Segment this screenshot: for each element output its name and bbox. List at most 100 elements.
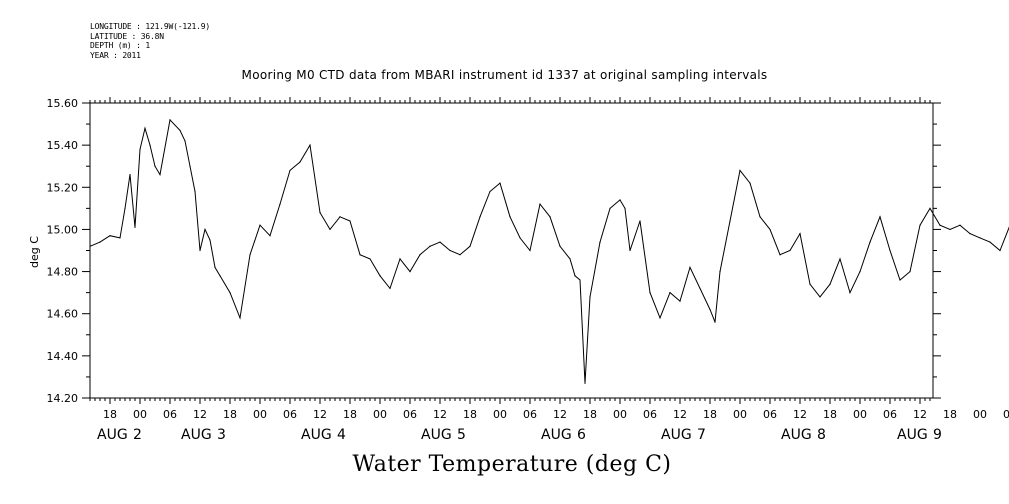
x-hour-tick-label: 06 [883,408,897,421]
x-day-number: 8 [817,427,826,443]
data-point [389,287,391,290]
data-point [659,317,661,319]
data-point [489,190,491,193]
data-point [199,249,201,252]
data-point [249,254,251,256]
x-day-label: AUG [301,427,332,443]
data-point [919,224,921,226]
data-point [959,224,961,226]
x-day-number: 6 [577,427,586,443]
x-hour-tick-label: 18 [103,408,117,421]
x-hour-tick-label: 12 [193,408,207,421]
data-point [759,216,761,218]
data-point [479,216,481,218]
data-point [134,226,136,228]
x-hour-tick-label: 12 [793,408,807,421]
x-day-label: AUG [421,427,452,443]
data-point [819,296,821,298]
x-hour-tick-label: 18 [223,408,237,421]
data-point [609,207,611,209]
data-point [299,161,301,163]
data-point [619,199,621,201]
data-point [469,245,471,247]
year-text: YEAR : 2011 [90,50,141,60]
y-tick-label: 14.80 [47,266,79,279]
data-point [419,254,421,256]
data-point [329,228,331,231]
data-point [189,165,191,167]
x-hour-tick-label: 00 [973,408,987,421]
chart-title: Mooring M0 CTD data from MBARI instrumen… [241,68,768,82]
x-hour-tick-label: 18 [703,408,717,421]
x-hour-tick-label: 12 [913,408,927,421]
data-point [159,174,161,176]
x-hour-tick-label: 00 [733,408,747,421]
data-point [269,235,271,237]
data-point [679,300,681,302]
x-hour-tick-label: 18 [583,408,597,421]
longitude-text: LONGITUDE : 121.9W(-121.9) [90,22,211,31]
data-point [259,224,261,226]
x-hour-tick-label: 00 [373,408,387,421]
data-point [89,245,91,247]
data-point [689,266,691,268]
series-group [89,118,1009,384]
x-day-label: AUG [897,427,928,443]
data-point [179,129,181,131]
data-point [799,233,801,235]
data-point [214,266,216,268]
data-point [719,270,721,273]
data-point [584,382,586,384]
data-point [909,270,911,273]
data-point [629,249,631,252]
data-point [279,203,281,205]
data-point [439,241,441,243]
data-point [869,241,871,243]
y-tick-label: 15.40 [47,139,79,152]
x-day-label: AUG [661,427,692,443]
data-point [509,216,511,218]
data-point [99,241,101,243]
x-hour-tick-label: 06 [763,408,777,421]
metadata-block: LONGITUDE : 121.9W(-121.9) LATITUDE : 36… [90,22,210,60]
x-hour-tick-label: 12 [433,408,447,421]
data-point [979,237,981,239]
data-point [749,182,751,184]
data-point [349,220,351,222]
x-day-label: AUG [181,427,212,443]
data-point [829,283,831,285]
x-hour-tick-label: 00 [133,408,147,421]
data-point [879,216,881,218]
data-point [149,144,151,146]
data-point [409,270,411,273]
data-point [649,292,651,294]
data-point [589,296,591,298]
data-point [519,237,521,239]
data-point [899,279,901,281]
data-point [699,287,701,290]
data-point [889,249,891,252]
data-point [569,258,571,260]
data-point [669,292,671,294]
data-point [769,228,771,231]
x-hour-tick-label: 12 [313,408,327,421]
data-point [549,216,551,218]
data-point [859,270,861,273]
data-point [229,292,231,294]
plot-frame [89,102,934,399]
data-point [849,292,851,294]
data-point [949,228,951,231]
data-point [144,127,146,129]
data-point [359,254,361,256]
data-point [124,207,126,209]
x-hour-tick-label: 00 [853,408,867,421]
data-point [339,216,341,218]
data-point [969,233,971,235]
x-hour-tick-label: 18 [943,408,957,421]
x-hour-tick-label: 00 [613,408,627,421]
depth-text: DEPTH (m) : 1 [90,41,151,51]
y-tick-label: 14.20 [47,392,79,405]
x-hour-tick-label: 00 [253,408,267,421]
data-point [429,245,431,247]
